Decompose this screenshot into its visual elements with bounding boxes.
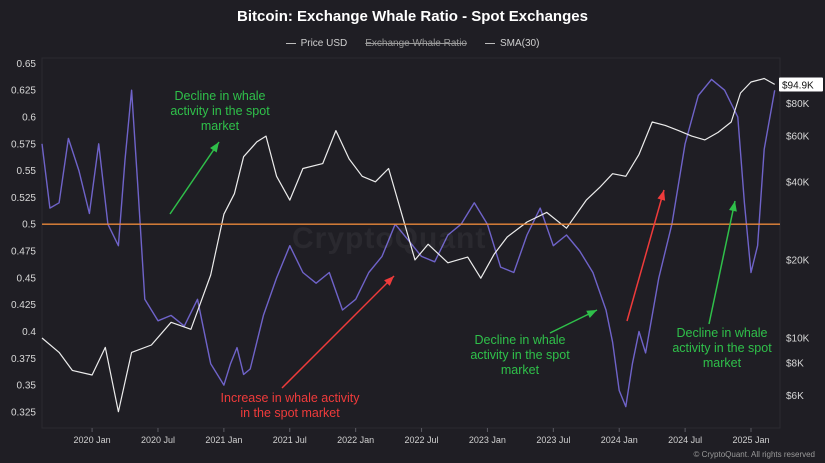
plot-frame — [41, 57, 781, 429]
annotation-arrow-red-1 — [281, 275, 395, 389]
y-tick-label-right: $80K — [786, 99, 810, 110]
watermark: CryptoQuant — [292, 222, 487, 255]
x-tick-label: 2021 Jul — [273, 435, 307, 445]
x-tick-label: 2024 Jul — [668, 435, 702, 445]
annotation-line: activity in the spot — [170, 104, 270, 118]
copyright-footer: © CryptoQuant. All rights reserved — [693, 450, 816, 459]
annotation-line: in the spot market — [240, 406, 340, 420]
annotation-arrow-red-2-head — [657, 190, 666, 201]
annotation-line: market — [500, 363, 540, 377]
chart-title: Bitcoin: Exchange Whale Ratio - Spot Exc… — [237, 8, 588, 25]
chart-legend: Price USD Exchange Whale Ratio SMA(30) — [0, 38, 825, 49]
y-tick-label-right: $60K — [786, 132, 810, 143]
legend-item-price[interactable]: Price USD — [285, 38, 348, 49]
annotation-line: market — [702, 356, 742, 370]
annotation-line: Decline in whale — [474, 333, 566, 347]
annotation-line: Increase in whale activity — [220, 391, 360, 405]
annotation-arrow-green-3-head — [729, 201, 737, 212]
legend-swatch-price — [285, 43, 296, 44]
y-tick-label-left: 0.375 — [11, 354, 36, 365]
y-tick-label-right: $6K — [786, 391, 804, 402]
x-tick-label: 2022 Jan — [337, 435, 374, 445]
y-tick-label-left: 0.35 — [17, 381, 37, 392]
legend-swatch-sma — [484, 43, 495, 44]
annotation-arrow-green-1 — [169, 141, 220, 215]
x-tick-label: 2023 Jul — [536, 435, 570, 445]
annotation-line: activity in the spot — [672, 341, 772, 355]
y-tick-label-left: 0.325 — [11, 407, 36, 418]
x-tick-label: 2022 Jul — [405, 435, 439, 445]
annotation-arrow-green-1-head — [210, 142, 219, 153]
current-price-badge — [779, 77, 823, 92]
y-tick-label-left: 0.425 — [11, 300, 36, 311]
annotation-line: Decline in whale — [174, 89, 266, 103]
y-tick-label-left: 0.55 — [17, 166, 37, 177]
x-tick-label: 2023 Jan — [469, 435, 506, 445]
y-tick-label-left: 0.575 — [11, 139, 36, 150]
annotation-decline-2: Decline in whale activity in the spot ma… — [458, 333, 582, 378]
y-tick-label-left: 0.65 — [17, 59, 37, 70]
annotation-line: Decline in whale — [676, 326, 768, 340]
y-tick-label-left: 0.475 — [11, 247, 36, 258]
annotation-decline-3: Decline in whale activity in the spot ma… — [660, 326, 784, 371]
annotation-line: market — [200, 119, 240, 133]
legend-label-price: Price USD — [300, 38, 348, 49]
x-tick-label: 2021 Jan — [205, 435, 242, 445]
legend-label-ratio: Exchange Whale Ratio — [365, 38, 467, 49]
legend-item-ratio[interactable]: Exchange Whale Ratio — [365, 38, 467, 49]
annotation-line: activity in the spot — [470, 348, 570, 362]
annotation-arrow-red-2 — [626, 189, 665, 322]
legend-label-sma: SMA(30) — [499, 38, 540, 49]
y-tick-label-right: $10K — [786, 334, 810, 345]
y-tick-label-left: 0.6 — [22, 112, 36, 123]
y-tick-label-left: 0.525 — [11, 193, 36, 204]
series-line-price-usd — [41, 77, 775, 413]
annotation-decline-1: Decline in whale activity in the spot ma… — [160, 89, 280, 134]
x-tick-label: 2024 Jan — [601, 435, 638, 445]
y-tick-label-left: 0.625 — [11, 86, 36, 97]
series-line-exchange-whale-ratio — [41, 78, 776, 408]
x-tick-label: 2020 Jul — [141, 435, 175, 445]
x-tick-label: 2025 Jan — [732, 435, 769, 445]
current-price-label: $94.9K — [782, 80, 814, 91]
y-tick-label-right: $20K — [786, 255, 810, 266]
y-tick-label-right: $8K — [786, 359, 804, 370]
y-tick-label-left: 0.4 — [22, 327, 36, 338]
y-tick-label-left: 0.5 — [22, 220, 36, 231]
annotation-arrow-green-3 — [708, 200, 736, 325]
annotation-increase: Increase in whale activity in the spot m… — [200, 391, 380, 421]
annotation-arrow-red-1-head — [384, 276, 394, 286]
y-tick-label-left: 0.45 — [17, 273, 37, 284]
legend-item-sma[interactable]: SMA(30) — [484, 38, 540, 49]
annotation-arrow-green-2-head — [586, 310, 597, 318]
x-tick-label: 2020 Jan — [74, 435, 111, 445]
y-tick-label-right: $40K — [786, 177, 810, 188]
